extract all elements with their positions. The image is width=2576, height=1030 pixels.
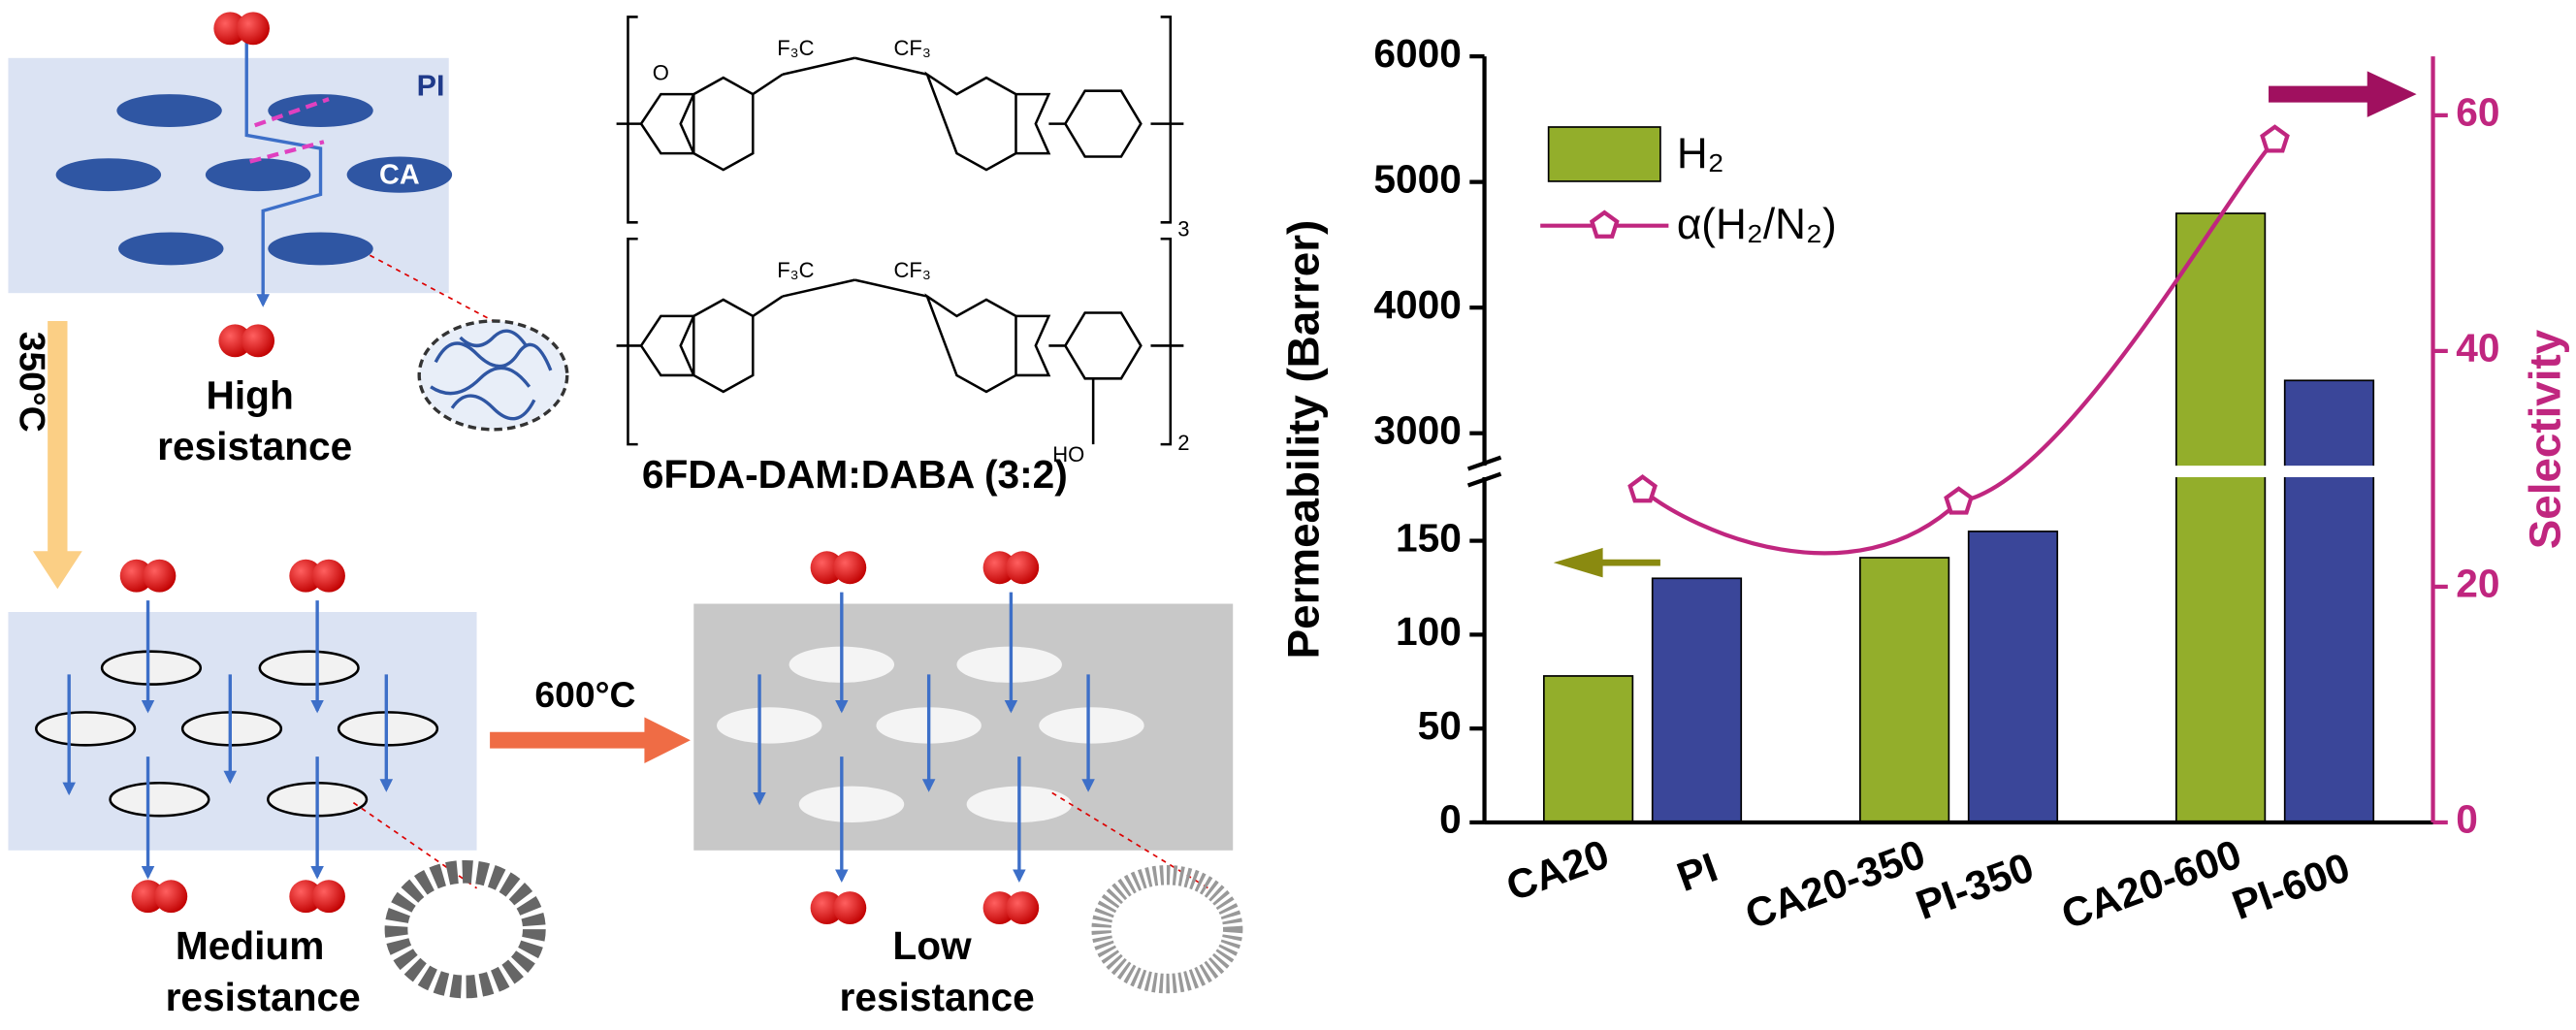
h2-molecule: [1006, 551, 1040, 585]
bar: [2283, 379, 2375, 823]
bar: [1967, 531, 2059, 823]
bar: [1543, 675, 1634, 823]
h2-molecule: [982, 551, 1016, 585]
selectivity-marker: [1627, 474, 1658, 503]
y2-tick-label: 60: [2456, 90, 2499, 135]
h2-molecule: [312, 880, 345, 914]
zoom: [1091, 865, 1243, 994]
y-tick-label: 4000: [1373, 282, 1461, 327]
chem-structure: [616, 16, 1184, 446]
struct-label: O: [653, 61, 669, 85]
legend-swatch: [1589, 209, 1620, 239]
h2-molecule: [833, 551, 867, 585]
axis-arrow: [2269, 71, 2417, 117]
struct-label: F₃C: [777, 258, 814, 282]
h2-molecule: [131, 880, 165, 914]
break-mark: [1466, 471, 1502, 488]
chains: [430, 329, 553, 421]
y2-tick-label: 0: [2456, 797, 2478, 842]
h2-molecule: [154, 880, 188, 914]
break-mark: [1466, 455, 1502, 471]
high-label: High: [206, 372, 293, 417]
ca-domains: [55, 94, 453, 266]
polymer-label: 6FDA-DAM:DABA (3:2): [642, 452, 1068, 497]
struct-label: 2: [1177, 431, 1189, 455]
struct-label: CF₃: [894, 258, 931, 282]
schematic: PI CA High resistance 350°C Medium resis…: [8, 12, 1243, 1019]
bar: [1651, 577, 1743, 823]
step1-label: 350°C: [13, 332, 53, 433]
low-label: Low: [892, 923, 972, 968]
pi-label: PI: [417, 69, 445, 102]
struct-label: CF₃: [894, 36, 931, 60]
struct-label: 3: [1177, 217, 1189, 241]
x-tick-label: PI: [1671, 844, 1723, 900]
selectivity-marker: [1944, 486, 1974, 515]
y-tick-label: 50: [1418, 703, 1462, 748]
legend-label: α(H₂/N₂): [1677, 201, 1837, 248]
y-tick-label: 100: [1396, 609, 1462, 654]
h2-molecule: [1006, 891, 1040, 925]
y-axis-title: Permeability (Barrer): [1279, 220, 1329, 660]
y2-tick-label: 40: [2456, 326, 2499, 370]
h2-molecule: [289, 880, 323, 914]
axis-arrow: [1553, 547, 1660, 578]
bar: [1858, 557, 1950, 823]
x-tick-label: CA20-600: [2055, 831, 2247, 938]
x-tick-label: CA20: [1500, 831, 1615, 910]
y2-tick-label: 20: [2456, 562, 2499, 606]
struct-label: F₃C: [777, 36, 814, 60]
low-label: resistance: [840, 975, 1035, 1019]
h2-molecule: [982, 891, 1016, 925]
legend-swatch: [1547, 126, 1661, 182]
gas-path: [244, 33, 323, 307]
zoom-line: [369, 254, 494, 322]
selectivity-marker: [2260, 124, 2290, 153]
h2-molecule: [213, 12, 247, 46]
medium-label: Medium: [176, 923, 325, 968]
h2-molecule: [312, 559, 345, 593]
arrow-600: [490, 717, 691, 763]
x-tick-label: PI-600: [2226, 844, 2355, 928]
dashes: [249, 97, 330, 164]
y-tick-label: 3000: [1373, 407, 1461, 452]
h2-molecule: [143, 559, 177, 593]
zoom: [384, 859, 546, 999]
y-tick-label: 6000: [1373, 31, 1461, 76]
chart: Permeability (Barrer) Selectivity 0 50 100…: [1279, 31, 2570, 938]
flow-arrows: [753, 592, 1095, 883]
pores: [35, 650, 439, 818]
medium-label: resistance: [166, 975, 361, 1019]
h2-molecule: [242, 324, 275, 358]
y-tick-label: 5000: [1373, 156, 1461, 201]
h2-molecule: [237, 12, 270, 46]
y-tick-label: 150: [1396, 515, 1462, 560]
high-label: resistance: [157, 424, 352, 468]
h2-molecule: [810, 551, 844, 585]
h2-molecule: [289, 559, 323, 593]
y-tick-label: 0: [1439, 797, 1462, 842]
h2-molecule: [810, 891, 844, 925]
struct-label: HO: [1052, 442, 1084, 467]
step2-label: 600°C: [534, 674, 635, 715]
flow-arrows: [62, 600, 394, 880]
axis-break: [1461, 466, 2431, 478]
h2-molecule: [833, 891, 867, 925]
legend-label: H₂: [1677, 130, 1724, 177]
x-tick-label: PI-350: [1910, 844, 2039, 928]
ca-label: CA: [379, 159, 420, 190]
bar: [2174, 212, 2267, 823]
arrow-350: [32, 320, 82, 590]
h2-molecule: [218, 324, 252, 358]
x-tick-label: CA20-350: [1739, 831, 1931, 938]
y2-axis-title: Selectivity: [2520, 329, 2569, 549]
h2-molecule: [119, 559, 153, 593]
